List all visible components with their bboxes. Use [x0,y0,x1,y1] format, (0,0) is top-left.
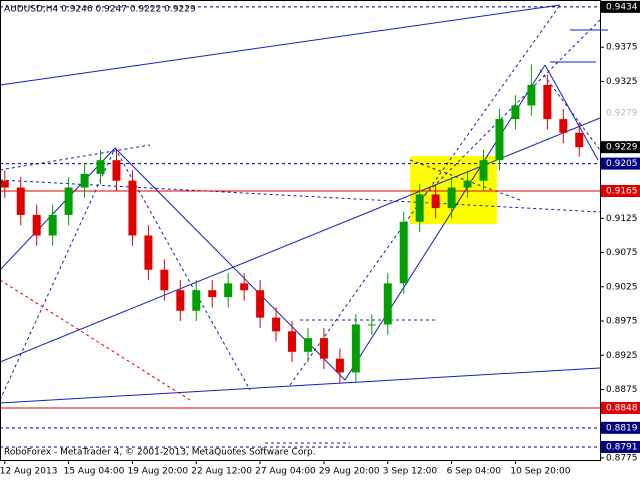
candle-body [559,119,568,133]
candle-body [160,269,169,291]
level-label: 0.9279 [606,108,638,118]
y-tick-label: 0.9075 [606,248,638,258]
y-tick-label: 0.9325 [606,77,638,87]
y-tick-label: 0.8775 [606,453,638,463]
candle-body [16,187,25,215]
level-label: 0.8819 [606,423,638,433]
level-label: 0.8791 [606,442,638,452]
candle-body [80,173,89,188]
level-box [601,421,640,434]
y-tick-label: 0.9025 [606,282,638,292]
candle-body [64,187,73,215]
level-box [601,440,640,453]
level-box [601,184,640,197]
candle-body [575,132,584,148]
plot [0,6,600,448]
trend-line [0,4,561,86]
candle-body [447,187,456,209]
candle-body [96,160,105,174]
candle-body [431,194,440,209]
trend-line [0,279,191,401]
candle-body [128,180,137,236]
candle-body [495,119,504,161]
candle-body [383,283,392,325]
plot-frame [0,0,601,461]
candle-body [272,317,281,332]
candle-body [0,180,9,188]
footer: RoboForex - MetaTrader 4, © 2001-2013, M… [4,448,316,458]
trend-line [544,64,599,161]
level-box [601,157,640,170]
candle-body [511,105,520,120]
x-tick-label: 27 Aug 04:00 [255,467,316,477]
level-box [601,0,640,13]
candle-body [208,290,217,298]
y-tick-label: 0.9375 [606,43,638,53]
x-tick-label: 22 Aug 12:00 [191,467,252,477]
level-label: 0.9165 [606,186,638,196]
x-tick-label: 10 Sep 20:00 [510,467,570,477]
candle-body [527,84,536,106]
level-label: 0.8848 [606,403,638,413]
candle-body [303,338,312,352]
candle-body [319,338,328,359]
chart-title: AUDUSD,H4 0.9246 0.9247 0.9222 0.9229 [4,5,196,15]
x-tick-label: 15 Aug 04:00 [64,467,125,477]
candle-body [32,214,41,236]
candle-body [224,283,233,298]
dashed-lines [0,4,601,444]
candle-body [256,290,265,318]
candle-body [415,194,424,222]
y-tick-label: 0.8925 [606,351,638,361]
candle-body [48,214,57,236]
y-tick-label: 0.8975 [606,317,638,327]
candle-body [367,324,376,326]
level-label: 0.9229 [606,143,638,153]
level-label: 0.9205 [606,159,638,169]
level-box [601,141,640,154]
x-tick-label: 19 Aug 20:00 [127,467,188,477]
candle-body [112,160,121,181]
candle-body [335,358,344,373]
candle-body [192,290,201,311]
candle-body [176,290,185,311]
candle-body [479,160,488,181]
trend-line [0,367,601,404]
y-tick-label: 0.8875 [606,385,638,395]
level-box [601,401,640,414]
x-tick-label: 12 Aug 2013 [0,467,57,477]
x-tick-label: 6 Sep 04:00 [447,467,502,477]
x-tick-label: 3 Sep 12:00 [383,467,438,477]
level-label: 0.9434 [606,2,638,12]
candle-body [351,324,360,373]
candle-body [399,221,408,284]
candle-body [543,84,552,120]
y-tick-label: 0.9125 [606,214,638,224]
x-tick-label: 29 Aug 20:00 [319,467,380,477]
candle-body [288,331,297,352]
candle-body [240,283,249,291]
trend-line [0,147,116,271]
candle-body [463,180,472,188]
candle-body [144,235,153,270]
